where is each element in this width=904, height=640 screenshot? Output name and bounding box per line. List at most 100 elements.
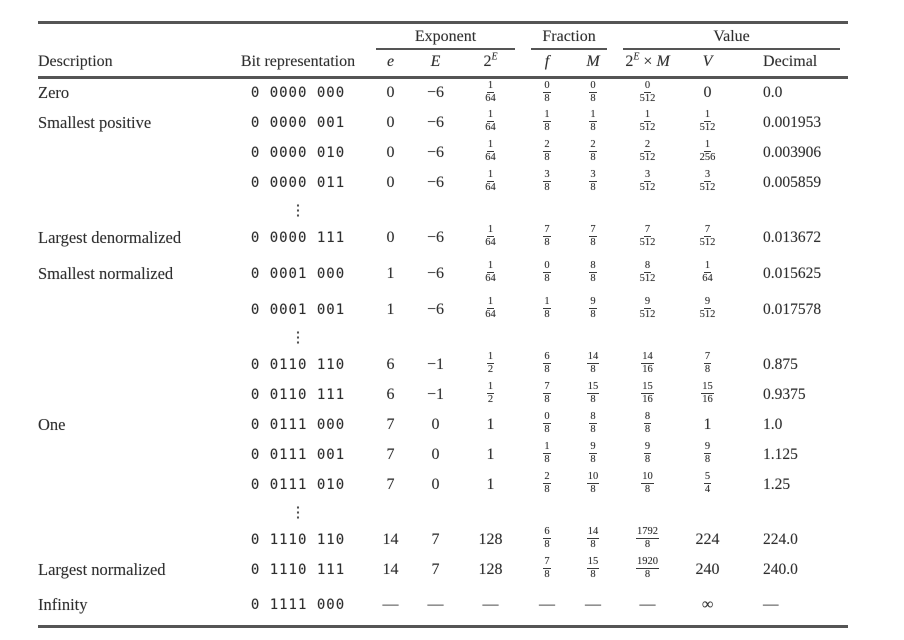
col-header-e: e (368, 49, 413, 79)
cell-p2E (458, 325, 523, 350)
cell-e: 14 (382, 530, 399, 548)
fraction: 14 16 (641, 351, 654, 375)
cell-p2E: 128 (478, 560, 503, 578)
cell-desc: Infinity (38, 594, 88, 614)
table-row: 0 0000 011 0 −6 1 64 3 8 3 8 3 512 3 512 0.005859 (38, 168, 848, 198)
table-column-header-row: Description Bit representation e E 2E f … (38, 49, 849, 79)
cell-V (680, 500, 735, 525)
fraction: 9 512 (639, 296, 656, 320)
cell-prod (615, 325, 680, 350)
cell-bits: 0 0111 010 (250, 476, 346, 493)
cell-e: 0 (386, 84, 395, 102)
cell-dec: 1.25 (763, 475, 791, 493)
cell-bits: 0 0110 111 (250, 386, 346, 403)
cell-dec (735, 500, 848, 525)
cell-f (523, 500, 571, 525)
cell-p2E: — (482, 595, 499, 613)
cell-desc: Largest denormalized (38, 227, 182, 247)
cell-V: 240 (695, 560, 720, 578)
cell-E: −6 (426, 300, 445, 318)
cell-p2E: 1 64 (458, 253, 523, 295)
cell-bits: 0 0110 110 (250, 356, 346, 373)
cell-E: −1 (426, 385, 445, 403)
cell-e: — (382, 595, 399, 613)
cell-prod: 8 512 (615, 253, 680, 295)
cell-dec: 240.0 (763, 560, 798, 578)
fraction: 1 64 (485, 109, 496, 133)
cell-bits: 0 0001 000 (250, 265, 346, 282)
table-row: 0 0110 111 6 −1 1 2 7 8 15 8 15 16 15 16 0.9375 (38, 380, 848, 410)
fraction: 1 256 (699, 139, 716, 163)
cell-dec (735, 325, 848, 350)
fraction: 15 16 (641, 381, 654, 405)
cell-desc: Smallest normalized (38, 263, 174, 283)
cell-prod: 1792 8 (615, 525, 680, 555)
table-row: Zero 0 0000 000 0 −6 1 64 0 8 0 8 0 512 0 0.0 (38, 78, 848, 108)
cell-E: −6 (426, 173, 445, 191)
cell-e: 14 (382, 560, 399, 578)
cell-p2E: 128 (478, 530, 503, 548)
cell-desc (38, 525, 228, 555)
cell-E: 0 (431, 415, 440, 433)
cell-bits: 0 0001 001 (250, 301, 346, 318)
cell-desc (38, 350, 228, 380)
fraction: 15 16 (701, 381, 714, 405)
cell-V: 3 512 (680, 168, 735, 198)
cell-p2E: 1 64 (458, 223, 523, 253)
fraction: 15 8 (586, 381, 600, 405)
fraction: 2 512 (639, 139, 656, 163)
group-spacer (38, 23, 368, 50)
cell-prod: 7 512 (615, 223, 680, 253)
cell-V: 224 (695, 530, 720, 548)
cell-e: 6 (386, 355, 395, 373)
cell-e: 1 (386, 264, 395, 282)
table-row: 0 0001 001 1 −6 1 64 1 8 9 8 9 512 9 512 0.017578 (38, 295, 848, 325)
cell-M: 15 8 (571, 555, 615, 585)
cell-M: 14 8 (571, 525, 615, 555)
group-fraction-label: Fraction (542, 27, 596, 45)
cell-e: 7 (386, 415, 395, 433)
cell-M: 14 8 (571, 350, 615, 380)
cell-prod (615, 198, 680, 223)
cell-e: 0 (386, 228, 395, 246)
cell-M (571, 325, 615, 350)
col-header-M: M (571, 49, 616, 79)
cell-bits: 0 1110 110 (250, 531, 346, 548)
cell-p2E: 1 (486, 475, 495, 493)
table-row: Smallest positive 0 0000 001 0 −6 1 64 1 8 1 8 1 51… (38, 108, 848, 138)
fraction: 1 64 (485, 260, 496, 284)
cell-V: 1 256 (680, 138, 735, 168)
cell-E: — (427, 595, 444, 613)
cell-desc: Largest normalized (38, 559, 166, 579)
group-value: Value (615, 23, 848, 50)
